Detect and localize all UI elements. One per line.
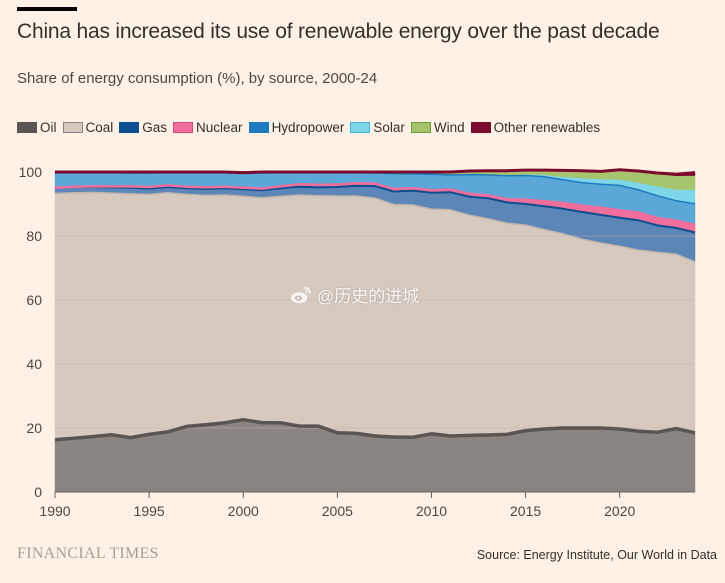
legend-swatch-other-renewables: [470, 122, 491, 133]
watermark: @历史的进城: [290, 282, 419, 307]
y-tick-label: 40: [26, 356, 42, 372]
y-tick-label: 0: [34, 484, 42, 500]
legend-swatch-hydropower: [248, 122, 269, 133]
legend-label-nuclear: Nuclear: [196, 120, 243, 135]
y-tick-label: 20: [26, 420, 42, 436]
legend-swatch-solar: [350, 122, 371, 133]
x-tick-label: 2015: [510, 503, 541, 519]
boundary-lines: [54, 168, 696, 442]
legend-label-hydropower: Hydropower: [271, 120, 345, 135]
ft-accent-bar: [17, 7, 77, 11]
x-axis: 1990 1995 2000 2005 2010 2015 2020: [39, 491, 695, 519]
chart-title: China has increased its use of renewable…: [17, 20, 660, 43]
chart-legend: Oil Coal Gas Nuclear Hydropower Solar Wind Othe…: [17, 120, 606, 135]
legend-label-wind: Wind: [433, 120, 465, 135]
x-tick-label: 1995: [134, 503, 165, 519]
legend-item-oil: Oil: [17, 120, 57, 135]
legend-swatch-wind: [410, 122, 431, 133]
x-tick-label: 2020: [604, 503, 635, 519]
legend-item-other-renewables: Other renewables: [470, 120, 601, 135]
line-gas: [54, 184, 696, 234]
weibo-icon: [291, 286, 311, 303]
x-tick-label: 1990: [39, 503, 70, 519]
x-tick-label: 2010: [416, 503, 447, 519]
line-other-renewables: [55, 168, 696, 176]
x-tick-label: 2005: [322, 503, 353, 519]
legend-swatch-gas: [119, 122, 140, 133]
watermark-text: @历史的进城: [317, 287, 420, 306]
x-tick-label: 2000: [228, 503, 259, 519]
legend-item-hydropower: Hydropower: [248, 120, 345, 135]
legend-label-oil: Oil: [40, 120, 57, 135]
y-tick-label: 60: [26, 292, 42, 308]
legend-item-nuclear: Nuclear: [173, 120, 243, 135]
legend-swatch-coal: [62, 122, 83, 133]
y-axis: 0 20 40 60 80 100: [19, 164, 43, 500]
area-layers: [54, 169, 696, 493]
chart-subtitle: Share of energy consumption (%), by sour…: [17, 70, 378, 87]
ft-logo: FINANCIAL TIMES: [17, 545, 159, 562]
line-oil: [54, 417, 696, 442]
y-tick-label: 80: [26, 228, 42, 244]
line-coal: [54, 191, 696, 263]
legend-item-gas: Gas: [119, 120, 167, 135]
legend-label-gas: Gas: [142, 120, 168, 135]
legend-label-other-renewables: Other renewables: [493, 120, 601, 135]
source-note: Source: Energy Institute, Our World in D…: [476, 548, 717, 562]
legend-item-coal: Coal: [62, 120, 114, 135]
legend-label-coal: Coal: [85, 120, 114, 135]
legend-label-solar: Solar: [373, 120, 405, 135]
legend-item-solar: Solar: [350, 120, 405, 135]
legend-swatch-oil: [17, 122, 37, 133]
y-tick-label: 100: [19, 164, 43, 180]
legend-item-wind: Wind: [410, 120, 465, 135]
line-nuclear: [54, 181, 696, 227]
legend-swatch-nuclear: [173, 122, 194, 133]
